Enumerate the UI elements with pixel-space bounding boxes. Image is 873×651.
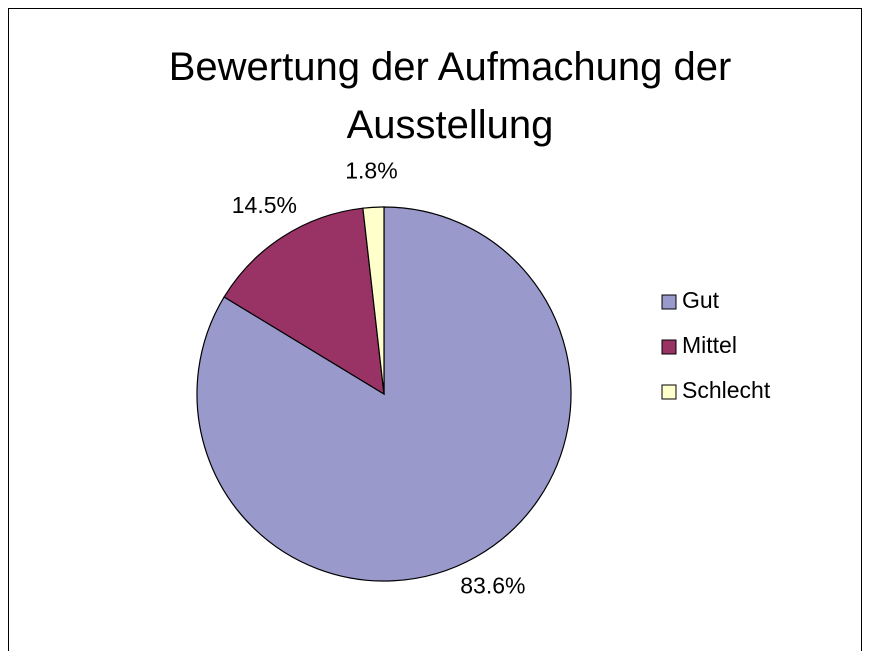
legend-label: Gut: [682, 287, 720, 313]
chart-title: Bewertung der Aufmachung der Ausstellung: [168, 45, 732, 147]
data-label: 83.6%: [460, 573, 525, 599]
pie-slice: [223, 207, 385, 396]
legend-swatch: [661, 339, 677, 355]
legend-label: Schlecht: [682, 377, 771, 403]
data-label: 14.5%: [232, 192, 297, 218]
data-label: 1.8%: [345, 157, 397, 183]
legend-label: Mittel: [682, 332, 737, 358]
chart-frame: [8, 8, 862, 651]
legend-swatch: [661, 384, 677, 400]
legend-swatch: [661, 294, 677, 310]
pie-slice: [362, 206, 385, 395]
